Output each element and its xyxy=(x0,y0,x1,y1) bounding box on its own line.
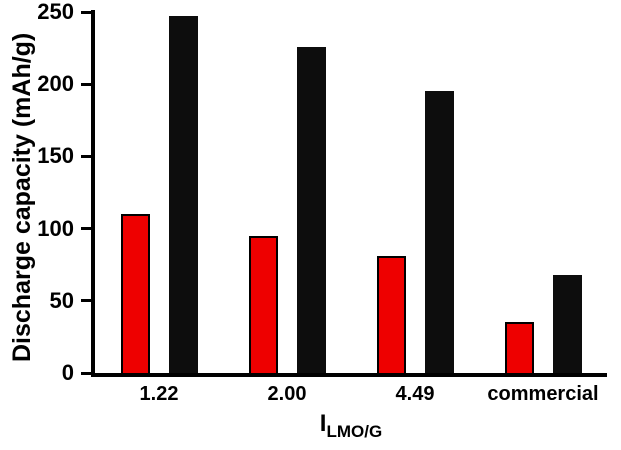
bar-black-series-group3 xyxy=(424,91,454,373)
x-tick-label: 2.00 xyxy=(267,383,307,405)
y-tick-label: 50 xyxy=(49,287,74,313)
y-tick-label: 0 xyxy=(61,360,74,385)
bar-red-series-group1 xyxy=(120,214,150,373)
y-tick-mark xyxy=(81,371,91,375)
y-tick-mark xyxy=(81,299,91,303)
x-tick-label: 1.22 xyxy=(139,383,179,405)
bar-black-series-group4 xyxy=(552,274,582,373)
bar-red-series-group2 xyxy=(248,235,278,373)
bar-black-series-group1 xyxy=(168,16,198,373)
y-tick-label: 200 xyxy=(37,71,74,97)
y-tick-label: 250 xyxy=(37,0,74,24)
x-axis-title: ILMO/G xyxy=(95,410,607,442)
y-tick-mark xyxy=(81,154,91,158)
bar-black-series-group2 xyxy=(296,46,326,373)
y-axis-line xyxy=(91,10,95,377)
x-tick-label: 4.49 xyxy=(395,383,435,405)
x-axis-title-subscript: LMO/G xyxy=(326,421,383,441)
bar-red-series-group3 xyxy=(376,256,406,373)
plot-area xyxy=(95,12,607,373)
y-tick-label: 100 xyxy=(37,215,74,241)
y-tick-label: 150 xyxy=(37,143,74,169)
y-tick-mark xyxy=(81,82,91,86)
x-axis-title-main: I xyxy=(319,410,327,437)
y-tick-mark xyxy=(81,227,91,231)
bar-red-series-group4 xyxy=(504,322,534,373)
y-tick-mark xyxy=(81,10,91,14)
x-axis-line xyxy=(91,373,607,377)
x-tick-label: commercial xyxy=(487,383,599,405)
